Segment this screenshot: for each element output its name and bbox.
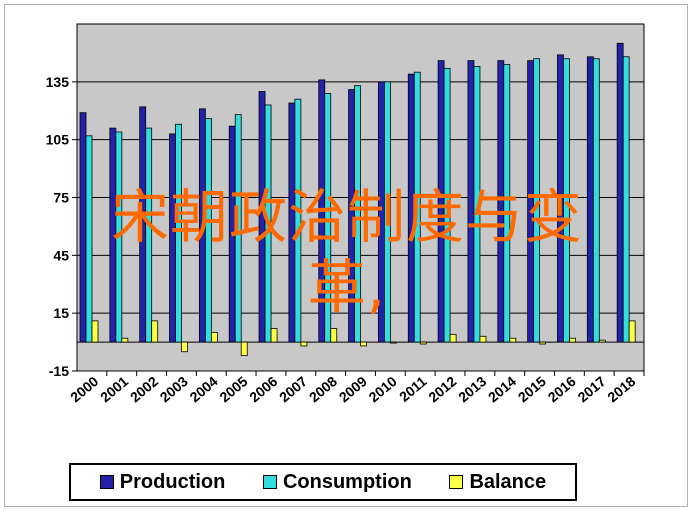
- bar-balance: [121, 337, 129, 343]
- bar-production: [616, 42, 624, 343]
- x-tick-label: 2000: [67, 373, 101, 405]
- bar-balance: [240, 341, 248, 356]
- legend-swatch-consumption: [262, 475, 277, 489]
- bar-production: [198, 108, 206, 343]
- bar-production: [407, 73, 415, 343]
- bar-balance: [300, 341, 308, 347]
- bar-balance: [151, 320, 159, 343]
- bar-production: [586, 56, 594, 343]
- x-tick-label: 2007: [276, 373, 310, 405]
- bar-consumption: [473, 66, 481, 343]
- bar-consumption: [264, 104, 272, 343]
- bar-balance: [628, 320, 636, 343]
- x-axis: 2000200120022003200420052006200720082009…: [67, 371, 645, 405]
- legend-label-balance: Balance: [469, 470, 547, 493]
- bar-production: [497, 60, 505, 343]
- bar-production: [258, 91, 266, 343]
- x-tick-label: 2005: [216, 373, 250, 405]
- bar-consumption: [234, 114, 242, 343]
- bars: [79, 42, 636, 356]
- y-tick-label: 135: [46, 74, 70, 90]
- legend-label-consumption: Consumption: [282, 470, 412, 493]
- bar-consumption: [503, 64, 511, 343]
- bar-production: [228, 125, 236, 343]
- bar-consumption: [533, 58, 541, 343]
- x-tick-label: 2012: [425, 373, 459, 405]
- bar-balance: [270, 328, 278, 343]
- bar-production: [467, 60, 475, 343]
- bar-consumption: [85, 135, 93, 343]
- x-tick-label: 2001: [97, 373, 131, 405]
- bar-balance: [479, 335, 487, 343]
- x-tick-label: 2008: [306, 373, 340, 405]
- bar-consumption: [115, 131, 123, 343]
- bar-consumption: [384, 81, 391, 343]
- y-tick-label: -15: [49, 363, 69, 379]
- bar-consumption: [592, 58, 600, 343]
- bar-production: [79, 112, 87, 343]
- bar-balance: [449, 333, 457, 343]
- bar-consumption: [413, 71, 421, 343]
- bar-production: [437, 60, 445, 343]
- bar-consumption: [622, 56, 630, 343]
- bar-production: [318, 79, 326, 343]
- y-axis: -15 15 45 75 105 135: [46, 74, 77, 379]
- y-tick-label: 75: [53, 190, 69, 206]
- bar-balance: [419, 341, 427, 345]
- bar-consumption: [294, 98, 302, 343]
- x-tick-label: 2015: [515, 373, 549, 405]
- bar-balance: [330, 328, 338, 343]
- y-tick-label: 15: [53, 305, 69, 321]
- bar-consumption: [175, 123, 182, 343]
- bar-consumption: [443, 67, 451, 343]
- x-tick-label: 2018: [604, 373, 638, 405]
- bar-balance: [360, 341, 367, 347]
- legend-item-consumption: Consumption: [262, 470, 412, 494]
- bar-balance: [181, 341, 188, 353]
- bar-production: [557, 54, 564, 343]
- bar-consumption: [563, 58, 570, 343]
- bar-consumption: [145, 127, 153, 343]
- x-tick-label: 2002: [127, 373, 161, 405]
- bar-consumption: [204, 118, 212, 343]
- bar-production: [527, 60, 535, 343]
- legend-item-production: Production: [99, 470, 226, 494]
- bar-consumption: [324, 93, 332, 343]
- x-tick-label: 2006: [246, 373, 280, 405]
- bar-balance: [539, 341, 547, 345]
- x-tick-label: 2017: [574, 373, 608, 405]
- bar-balance: [598, 339, 606, 343]
- legend-swatch-balance: [449, 475, 464, 489]
- x-tick-label: 2011: [396, 373, 430, 405]
- y-tick-label: 105: [46, 132, 70, 148]
- bar-balance: [210, 332, 218, 343]
- bar-chart: -15 15 45 75 105 135 200020012002200320042005…: [46, 23, 645, 405]
- x-tick-label: 2009: [336, 373, 370, 405]
- bar-balance: [509, 337, 517, 343]
- bar-balance: [569, 337, 576, 343]
- chart-legend: Production Consumption Balance: [69, 463, 577, 501]
- bar-balance: [390, 341, 397, 344]
- bar-balance: [91, 320, 99, 343]
- x-tick-label: 2004: [187, 373, 221, 405]
- legend-item-balance: Balance: [449, 471, 546, 494]
- legend-label-production: Production: [119, 470, 226, 493]
- y-tick-label: 45: [53, 247, 69, 263]
- bar-production: [288, 102, 296, 343]
- legend-swatch-production: [99, 475, 114, 489]
- x-tick-label: 2010: [366, 373, 400, 405]
- bar-consumption: [354, 85, 361, 343]
- bar-production: [348, 89, 355, 343]
- x-tick-label: 2016: [545, 373, 579, 405]
- bar-production: [139, 106, 147, 343]
- x-tick-label: 2013: [455, 373, 489, 405]
- bar-production: [378, 81, 385, 343]
- bar-production: [109, 127, 117, 343]
- x-tick-label: 2014: [485, 373, 519, 405]
- x-tick-label: 2003: [157, 373, 191, 405]
- bar-production: [169, 133, 176, 343]
